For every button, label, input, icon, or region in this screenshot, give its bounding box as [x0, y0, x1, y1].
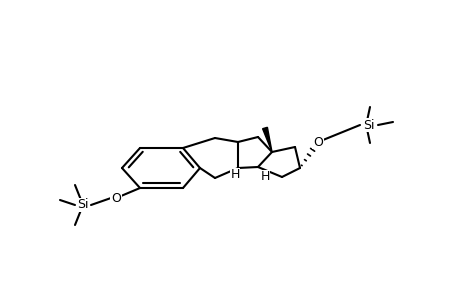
- Polygon shape: [262, 127, 271, 152]
- Text: Si: Si: [77, 199, 89, 212]
- Text: Si: Si: [363, 118, 374, 131]
- Text: O: O: [313, 136, 322, 148]
- Text: O: O: [111, 191, 121, 205]
- Text: H: H: [260, 170, 269, 184]
- Text: H: H: [230, 169, 239, 182]
